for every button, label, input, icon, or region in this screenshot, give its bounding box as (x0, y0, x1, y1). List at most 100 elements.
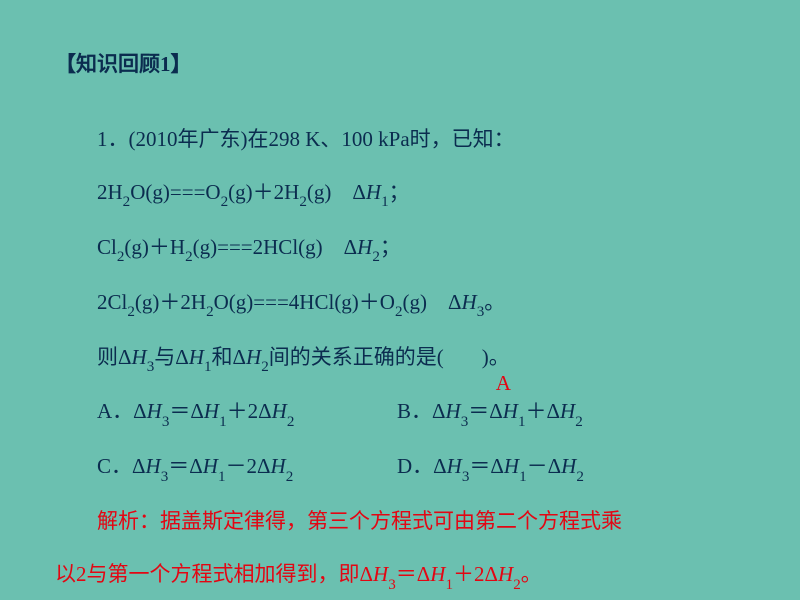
punct: 。 (484, 290, 505, 314)
question-number: 1． (97, 127, 129, 151)
eq1-part: (g) (307, 180, 353, 204)
enthalpy-sub: 1 (381, 194, 389, 210)
opt-text: －2Δ (226, 454, 271, 478)
enthalpy-sub: 3 (388, 577, 396, 593)
enthalpy-symbol: H (146, 454, 161, 478)
eq3-part: 2Cl (97, 290, 127, 314)
question-source: (2010年广东) (129, 127, 248, 151)
eq2-part: Cl (97, 235, 117, 259)
opt-text: ＝Δ (469, 454, 504, 478)
eq2-part: (g)＋H (124, 235, 185, 259)
eq1-part: (g)＋2H (228, 180, 299, 204)
enthalpy-symbol: H (272, 399, 287, 423)
question-stem: 1．(2010年广东)在298 K、100 kPa时，已知： (55, 120, 745, 160)
enthalpy-sub: 2 (513, 577, 521, 593)
eq1-sub: 2 (123, 194, 131, 210)
enthalpy-sub: 2 (287, 414, 295, 430)
enthalpy-symbol: H (446, 399, 461, 423)
punct: ； (389, 180, 410, 204)
ask-text: 和Δ (212, 345, 247, 369)
eq3-sub: 2 (206, 304, 214, 320)
enthalpy-sub: 3 (161, 469, 169, 485)
enthalpy-symbol: H (366, 180, 381, 204)
explanation-line-2: 以2与第一个方程式相加得到，即ΔH3＝ΔH1＋2ΔH2。 (55, 555, 745, 597)
enthalpy-sub: 2 (286, 469, 294, 485)
eq2-part: (g)===2HCl(g) (193, 235, 344, 259)
enthalpy-sub: 3 (147, 359, 155, 375)
eq1-sub: 2 (299, 194, 307, 210)
enthalpy-sub: 3 (461, 414, 469, 430)
enthalpy-symbol: H (430, 562, 445, 586)
eq1-sub: 2 (221, 194, 229, 210)
section-header: 【知识回顾1】 (55, 45, 745, 85)
equation-2: Cl2(g)＋H2(g)===2HCl(g) ΔH2； (55, 228, 745, 270)
enthalpy-sub: 3 (477, 304, 485, 320)
enthalpy-symbol: H (462, 290, 477, 314)
eq1-part: 2H (97, 180, 123, 204)
enthalpy-symbol: H (203, 454, 218, 478)
equation-3: 2Cl2(g)＋2H2O(g)===4HCl(g)＋O2(g) ΔH3。 (55, 283, 745, 325)
eq2-sub: 2 (117, 249, 125, 265)
eq3-part: (g) (403, 290, 449, 314)
enthalpy-symbol: H (447, 454, 462, 478)
stem-text: 在298 K、100 kPa时，已知： (248, 127, 515, 151)
punct: ； (380, 235, 401, 259)
explanation-text: 据盖斯定律得，第三个方程式可由第二个方程式乘 (160, 509, 622, 533)
question-ask: 则ΔH3与ΔH1和ΔH2间的关系正确的是(A)。 (55, 338, 745, 380)
delta: Δ (352, 180, 366, 204)
option-a: A．ΔH3＝ΔH1＋2ΔH2 (55, 392, 355, 434)
enthalpy-symbol: H (271, 454, 286, 478)
opt-text: A．Δ (97, 399, 147, 423)
slide-page: 【知识回顾1】 1．(2010年广东)在298 K、100 kPa时，已知： 2… (0, 0, 800, 600)
enthalpy-symbol: H (357, 235, 372, 259)
enthalpy-symbol: H (503, 399, 518, 423)
opt-text: C．Δ (97, 454, 146, 478)
opt-text: ＋2Δ (227, 399, 272, 423)
enthalpy-symbol: H (373, 562, 388, 586)
explanation-text: ＝Δ (396, 562, 431, 586)
enthalpy-sub: 1 (518, 414, 526, 430)
eq3-part: (g)＋2H (135, 290, 206, 314)
explanation-label: 解析： (97, 509, 160, 533)
enthalpy-sub: 1 (204, 359, 212, 375)
enthalpy-symbol: H (204, 399, 219, 423)
eq2-sub: 2 (185, 249, 193, 265)
enthalpy-sub: 2 (261, 359, 269, 375)
enthalpy-sub: 3 (462, 469, 470, 485)
eq3-part: O(g)===4HCl(g)＋O (214, 290, 395, 314)
enthalpy-symbol: H (189, 345, 204, 369)
option-d: D．ΔH3＝ΔH1－ΔH2 (355, 447, 584, 489)
option-c: C．ΔH3＝ΔH1－2ΔH2 (55, 447, 355, 489)
enthalpy-sub: 1 (219, 414, 227, 430)
ask-text: 间的关系正确的是( (269, 345, 444, 369)
eq3-sub: 2 (395, 304, 403, 320)
option-row-ab: A．ΔH3＝ΔH1＋2ΔH2 B．ΔH3＝ΔH1＋ΔH2 (55, 392, 745, 434)
opt-text: ＋Δ (526, 399, 561, 423)
enthalpy-sub: 2 (575, 414, 583, 430)
eq3-sub: 2 (127, 304, 135, 320)
enthalpy-symbol: H (246, 345, 261, 369)
enthalpy-sub: 2 (372, 249, 380, 265)
enthalpy-sub: 1 (445, 577, 453, 593)
ask-text: 与Δ (154, 345, 189, 369)
explanation-text: 以2与第一个方程式相加得到，即Δ (55, 562, 373, 586)
explanation-text: ＋2Δ (453, 562, 498, 586)
equation-1: 2H2O(g)===O2(g)＋2H2(g) ΔH1； (55, 173, 745, 215)
opt-text: ＝Δ (168, 454, 203, 478)
explanation-text: 。 (521, 562, 542, 586)
option-row-cd: C．ΔH3＝ΔH1－2ΔH2 D．ΔH3＝ΔH1－ΔH2 (55, 447, 745, 489)
enthalpy-symbol: H (498, 562, 513, 586)
opt-text: D．Δ (397, 454, 447, 478)
delta: Δ (448, 290, 462, 314)
opt-text: －Δ (527, 454, 562, 478)
enthalpy-sub: 1 (218, 469, 226, 485)
explanation-line-1: 解析：据盖斯定律得，第三个方程式可由第二个方程式乘 (55, 502, 745, 542)
enthalpy-sub: 2 (576, 469, 584, 485)
enthalpy-symbol: H (560, 399, 575, 423)
enthalpy-symbol: H (132, 345, 147, 369)
opt-text: ＝Δ (169, 399, 204, 423)
opt-text: ＝Δ (468, 399, 503, 423)
enthalpy-symbol: H (561, 454, 576, 478)
opt-text: B．Δ (397, 399, 446, 423)
delta: Δ (344, 235, 358, 259)
